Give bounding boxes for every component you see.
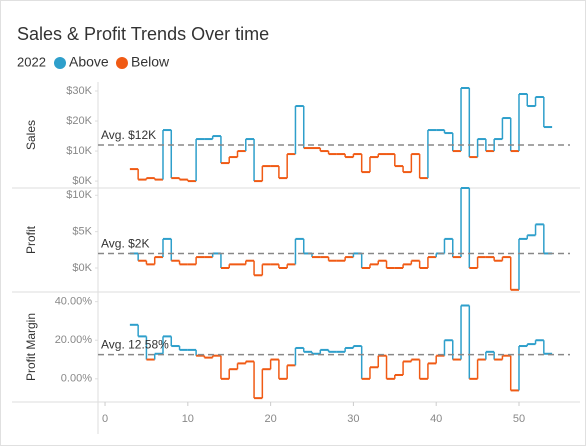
- y-tick-label: $0K: [72, 262, 92, 274]
- y-tick-label: $0K: [72, 175, 92, 187]
- legend-label: Above: [69, 54, 109, 70]
- legend-swatch: [54, 57, 66, 69]
- y-tick-label: $30K: [66, 85, 92, 97]
- title: Sales & Profit Trends Over time: [17, 24, 269, 44]
- x-tick-label: 30: [347, 413, 359, 425]
- legend-title: 2022: [17, 54, 46, 69]
- legend-swatch: [116, 57, 128, 69]
- x-tick-label: 50: [513, 413, 525, 425]
- x-tick-label: 40: [430, 413, 442, 425]
- x-tick-label: 10: [182, 413, 194, 425]
- y-tick-label: 0.00%: [61, 373, 92, 385]
- average-label: Avg. $12K: [101, 128, 156, 142]
- y-axis-title: Profit Margin: [24, 313, 38, 381]
- y-tick-label: 40.00%: [55, 296, 93, 308]
- x-tick-label: 20: [264, 413, 276, 425]
- average-label: Avg. 12.58%: [101, 338, 169, 352]
- y-axis-title: Sales: [24, 120, 38, 150]
- y-axis-title: Profit: [24, 225, 38, 254]
- x-tick-label: 0: [102, 413, 108, 425]
- y-tick-label: $10K: [66, 189, 92, 201]
- y-tick-label: 20.00%: [55, 334, 93, 346]
- y-tick-label: $10K: [66, 145, 92, 157]
- average-label: Avg. $2K: [101, 237, 149, 251]
- legend-label: Below: [131, 54, 170, 70]
- y-tick-label: $5K: [72, 226, 92, 238]
- y-tick-label: $20K: [66, 115, 92, 127]
